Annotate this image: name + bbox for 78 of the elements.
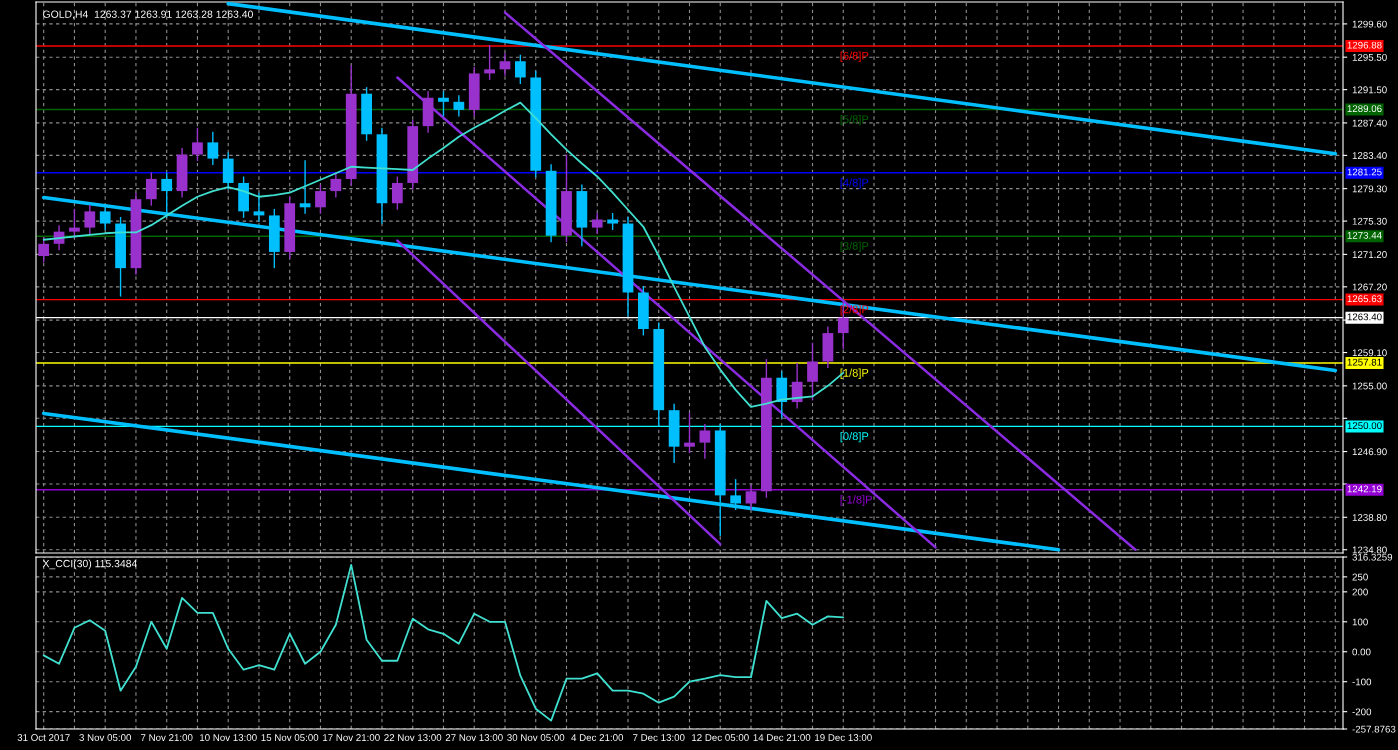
annotation: 1265.63 bbox=[1347, 295, 1382, 303]
candlestick bbox=[38, 236, 50, 264]
candlestick bbox=[315, 183, 326, 215]
annotation: 1281.25 bbox=[1347, 168, 1382, 176]
candlestick bbox=[145, 171, 157, 207]
y-tick-label: 1255.00 bbox=[1352, 382, 1387, 390]
x-tick-label: 7 Nov 21:00 bbox=[140, 734, 193, 741]
candlestick bbox=[514, 54, 526, 85]
y-tick-label: 1246.90 bbox=[1352, 448, 1387, 456]
candlestick bbox=[499, 52, 511, 77]
y-tick-label: -200 bbox=[1352, 708, 1372, 716]
x-tick-label: 22 Nov 13:00 bbox=[384, 734, 442, 741]
y-tick-label: 1291.50 bbox=[1352, 86, 1387, 94]
y-tick-label: 1259.10 bbox=[1352, 349, 1387, 357]
chart-title: X_CCI(30) 115.3484 bbox=[42, 559, 138, 570]
candlestick bbox=[69, 208, 80, 239]
candlestick bbox=[330, 171, 342, 199]
y-tick-label: -100 bbox=[1352, 678, 1372, 686]
candlestick bbox=[684, 411, 695, 454]
candlestick bbox=[591, 212, 603, 235]
y-tick-label: 1275.30 bbox=[1352, 217, 1387, 225]
ref-line-label: [4/8]P bbox=[840, 178, 869, 189]
text: GOLD,H4 1263.37 1263.91 1263.28 1263.40 bbox=[43, 10, 253, 20]
x-tick-label: 27 Nov 13:00 bbox=[445, 734, 503, 741]
candlestick bbox=[192, 127, 203, 162]
x-tick-label: 30 Nov 05:00 bbox=[507, 734, 565, 741]
ref-line-label: [5/8]P bbox=[840, 115, 869, 126]
x-tick-label: 15 Nov 05:00 bbox=[261, 734, 319, 741]
candlestick bbox=[299, 159, 311, 215]
x-tick-label: 31 Oct 2017 bbox=[17, 734, 70, 741]
ref-line-label: [1/8]P bbox=[840, 368, 869, 379]
x-tick-label: 3 Nov 05:00 bbox=[79, 734, 132, 741]
ref-line-label: [3/8]P bbox=[840, 241, 869, 253]
y-tick-label: 316.3259 bbox=[1352, 553, 1393, 561]
candlestick bbox=[438, 90, 449, 118]
annotation: 1296.88 bbox=[1347, 41, 1382, 49]
candlestick bbox=[391, 175, 403, 211]
y-tick-label: 200 bbox=[1352, 588, 1368, 596]
candlestick bbox=[699, 423, 711, 460]
x-tick-label: 12 Dec 05:00 bbox=[692, 734, 749, 741]
y-tick-label: 1283.40 bbox=[1352, 152, 1387, 159]
ref-line-label: [0/8]P bbox=[840, 431, 869, 443]
annotation: 1250.00 bbox=[1347, 422, 1382, 430]
y-tick-label: 100 bbox=[1352, 618, 1368, 626]
y-tick-label: 0.00 bbox=[1352, 648, 1371, 656]
candlestick bbox=[207, 131, 219, 166]
y-tick-label: 1271.20 bbox=[1352, 251, 1387, 258]
annotation: 1257.81 bbox=[1347, 358, 1382, 366]
y-tick-label: 1267.20 bbox=[1352, 283, 1387, 291]
ref-line-label: [-1/8]P bbox=[840, 495, 872, 506]
candlestick bbox=[484, 44, 495, 81]
candlestick bbox=[99, 204, 111, 231]
y-tick-label: 250 bbox=[1352, 573, 1368, 581]
annotation: 1242.19 bbox=[1347, 485, 1382, 493]
candlestick bbox=[84, 204, 96, 235]
annotation: 1289.06 bbox=[1347, 105, 1382, 113]
y-tick-label: 1279.30 bbox=[1352, 185, 1387, 193]
candlestick bbox=[253, 192, 265, 223]
y-tick-label: -257.8763 bbox=[1352, 725, 1396, 733]
y-tick-label: 1287.40 bbox=[1352, 119, 1387, 127]
candlestick bbox=[730, 478, 742, 511]
x-tick-label: 4 Dec 21:00 bbox=[571, 734, 624, 741]
candlestick bbox=[807, 342, 818, 402]
x-tick-label: 19 Dec 13:00 bbox=[815, 734, 872, 741]
candlestick bbox=[791, 362, 803, 410]
y-tick-label: 1234.80 bbox=[1352, 546, 1387, 554]
y-tick-label: 1295.50 bbox=[1352, 53, 1387, 61]
y-tick-label: 1299.60 bbox=[1352, 20, 1387, 28]
annotation: 1263.40 bbox=[1347, 313, 1382, 321]
y-tick-label: 1238.80 bbox=[1352, 514, 1387, 521]
candlestick bbox=[453, 94, 465, 118]
x-tick-label: 14 Dec 21:00 bbox=[753, 734, 811, 741]
annotation: 1273.44 bbox=[1347, 231, 1382, 239]
candlestick bbox=[745, 484, 757, 511]
ref-line-label: [6/8]P bbox=[840, 51, 869, 62]
x-tick-label: 17 Nov 21:00 bbox=[323, 734, 380, 741]
x-tick-label: 7 Dec 13:00 bbox=[633, 734, 685, 741]
x-tick-label: 10 Nov 13:00 bbox=[200, 734, 257, 741]
